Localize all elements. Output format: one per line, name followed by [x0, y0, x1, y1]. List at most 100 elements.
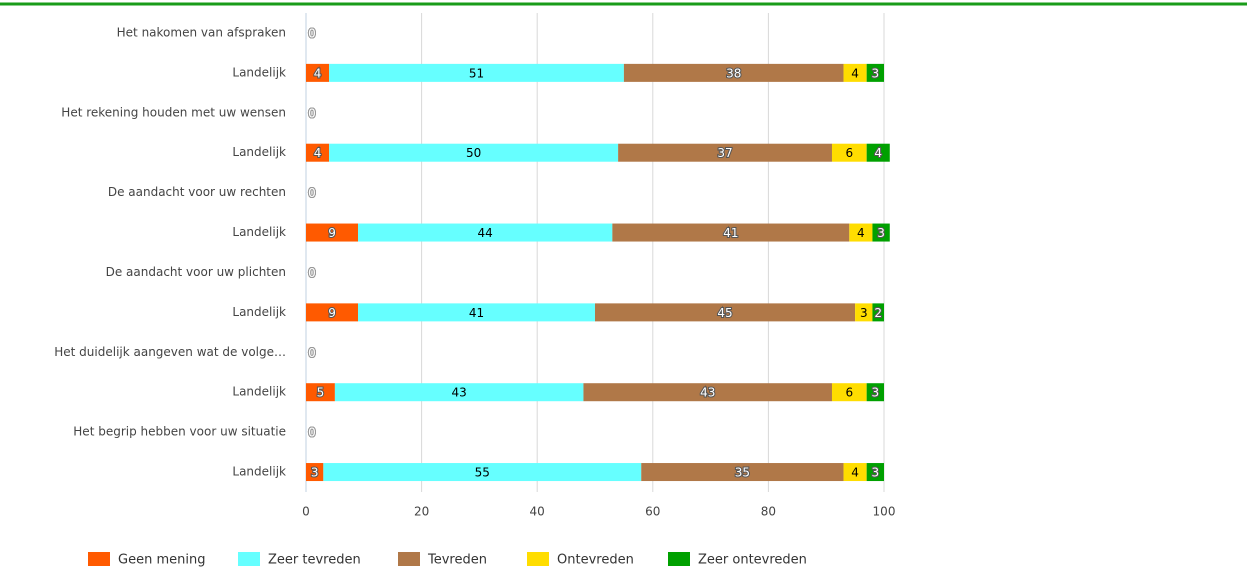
y-tick-label: Het nakomen van afspraken: [117, 25, 286, 39]
legend-label: Tevreden: [427, 553, 487, 568]
data-label: 3: [877, 226, 885, 240]
data-label: 0: [308, 106, 316, 120]
data-label: 0: [308, 26, 316, 40]
data-label: 3: [872, 386, 880, 400]
bar-segment: [866, 383, 884, 402]
data-label: 4: [874, 146, 882, 160]
legend-label: Ontevreden: [557, 553, 634, 568]
data-label: 3: [872, 66, 880, 80]
data-label: 0: [308, 106, 316, 120]
data-label: 4: [314, 66, 322, 80]
bar-segment: [595, 303, 856, 322]
data-label: 0: [308, 426, 316, 440]
x-tick-label: 100: [873, 505, 896, 519]
bar-segment: [358, 223, 613, 242]
data-label: 0: [308, 186, 316, 200]
data-label: 37: [717, 146, 732, 160]
bar-segment: [323, 463, 642, 482]
data-label: 0: [308, 26, 316, 40]
data-label: 0: [308, 106, 316, 120]
legend-label: Zeer tevreden: [268, 553, 361, 568]
bar-segment: [849, 223, 873, 242]
data-label: 0: [308, 266, 316, 280]
y-tick-label: Het duidelijk aangeven wat de volge…: [54, 345, 286, 359]
data-label: 50: [466, 146, 481, 160]
x-tick-label: 20: [414, 505, 429, 519]
bar-segment: [623, 63, 844, 82]
bar-segment: [306, 63, 330, 82]
y-tick-label: Het begrip hebben voor uw situatie: [73, 425, 286, 439]
data-label: 38: [726, 66, 741, 80]
bar-segment: [306, 303, 359, 322]
bar-segment: [612, 223, 850, 242]
y-tick-label: Landelijk: [232, 65, 286, 79]
y-tick-label: Landelijk: [232, 305, 286, 319]
data-label: 41: [469, 306, 484, 320]
data-label: 0: [308, 186, 316, 200]
legend-swatch: [238, 552, 260, 566]
data-label: 0: [308, 426, 316, 440]
bar-segment: [306, 223, 359, 242]
bar-segment: [583, 383, 832, 402]
bar-segment: [641, 463, 844, 482]
data-label: 2: [874, 306, 882, 320]
data-label: 0: [308, 186, 316, 200]
data-label: 0: [308, 346, 316, 360]
bar-segment: [843, 463, 867, 482]
legend-swatch: [398, 552, 420, 566]
bar-segment: [866, 463, 884, 482]
data-label: 43: [452, 386, 467, 400]
data-label: 0: [308, 426, 316, 440]
data-label: 55: [475, 466, 490, 480]
x-tick-label: 80: [761, 505, 776, 519]
data-label: 0: [308, 266, 316, 280]
bar-segment: [866, 143, 890, 162]
data-label: 0: [308, 426, 316, 440]
data-label: 9: [328, 306, 336, 320]
data-label: 5: [317, 386, 325, 400]
data-label: 0: [308, 266, 316, 280]
bar-segment: [872, 303, 884, 322]
legend-swatch: [527, 552, 549, 566]
data-label: 51: [469, 66, 484, 80]
legend-label: Geen mening: [118, 553, 205, 568]
x-tick-label: 40: [530, 505, 545, 519]
data-label: 0: [308, 266, 316, 280]
bar-segment: [866, 63, 884, 82]
bar-segment: [334, 383, 584, 402]
bar-segment: [855, 303, 873, 322]
bar-segment: [329, 143, 619, 162]
bar-segment: [306, 463, 324, 482]
y-tick-label: Landelijk: [232, 385, 286, 399]
data-label: 4: [857, 226, 865, 240]
bar-segment: [872, 223, 890, 242]
data-label: 0: [308, 346, 316, 360]
legend-swatch: [668, 552, 690, 566]
data-label: 0: [308, 186, 316, 200]
y-tick-label: Landelijk: [232, 145, 286, 159]
bar-segment: [306, 143, 330, 162]
x-tick-label: 0: [302, 505, 310, 519]
data-label: 0: [308, 186, 316, 200]
data-label: 0: [308, 106, 316, 120]
data-label: 6: [845, 146, 853, 160]
data-label: 0: [308, 266, 316, 280]
bar-segment: [831, 383, 867, 402]
data-label: 0: [308, 26, 316, 40]
bar-segment: [306, 383, 335, 402]
data-label: 4: [851, 466, 859, 480]
data-label: 44: [478, 226, 493, 240]
legend-swatch: [88, 552, 110, 566]
y-tick-label: De aandacht voor uw rechten: [108, 185, 286, 199]
data-label: 0: [308, 26, 316, 40]
bar-segment: [843, 63, 867, 82]
data-label: 6: [845, 386, 853, 400]
data-label: 9: [328, 226, 336, 240]
data-label: 45: [717, 306, 732, 320]
legend-label: Zeer ontevreden: [698, 553, 807, 568]
data-label: 43: [700, 386, 715, 400]
data-label: 4: [314, 146, 322, 160]
data-label: 35: [735, 466, 750, 480]
bar-segment: [831, 143, 867, 162]
